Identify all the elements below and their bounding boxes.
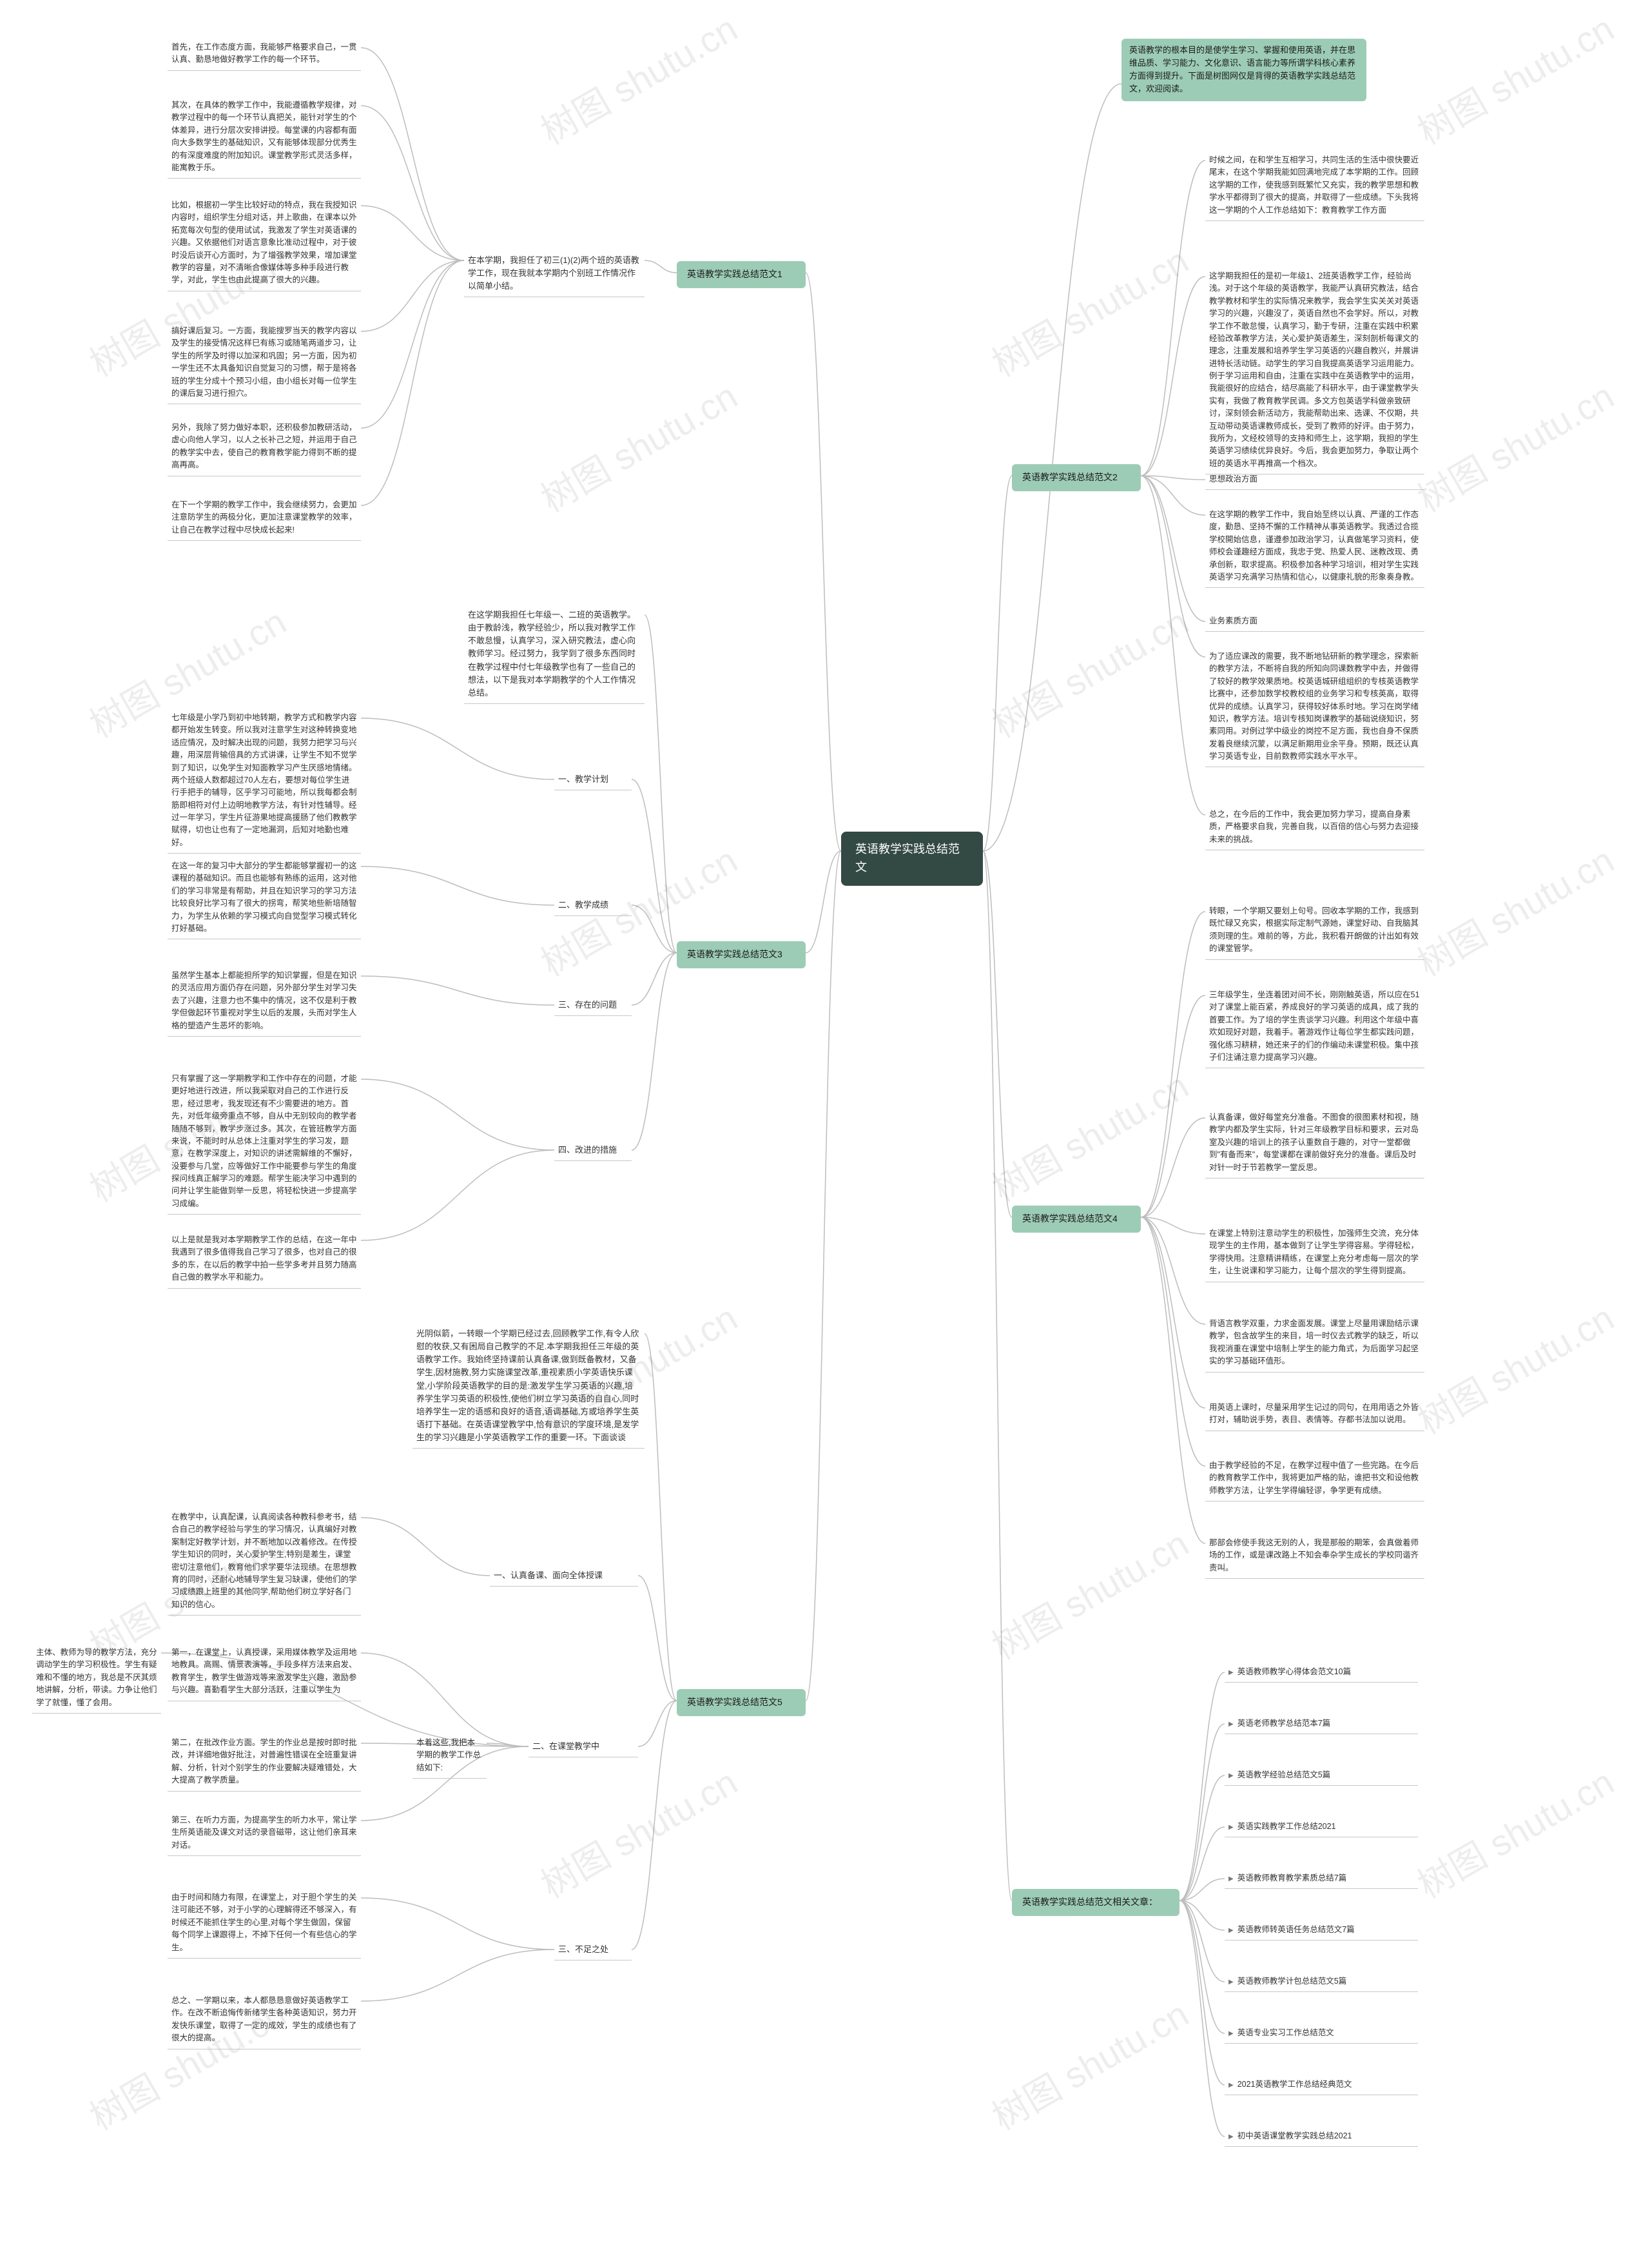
leaf-node: 主体、教师为导的教学方法，充分调动学生的学习积极性。学生有疑难和不懂的地方，我总…: [32, 1644, 161, 1714]
leaf-node: 比如，根据初一学生比较好动的特点，我在我授知识内容时，组织学生分组对话，并上歌曲…: [168, 197, 361, 291]
watermark: 树图 shutu.cn: [981, 1986, 1196, 2141]
leaf-node: 在下一个学期的教学工作中，我会继续努力，会更加注意防学生的两极分化，更加注意课堂…: [168, 496, 361, 541]
sub-node: 三、不足之处: [554, 1941, 632, 1960]
leaf-node: 英语教师教学心得体会范文10篇: [1225, 1663, 1418, 1683]
branch-b3: 英语教学实践总结范文3: [677, 941, 806, 968]
leaf-node: 搞好课后复习。一方面，我能搜罗当天的教学内容以及学生的接受情况这样巳有练习或随笔…: [168, 322, 361, 404]
branch-b2: 英语教学实践总结范文2: [1012, 464, 1141, 491]
leaf-node: 那部会修使手我这无别的人，我是那般的期笨，会真做着师场的工作，或是课改路上不知会…: [1205, 1534, 1424, 1579]
leaf-node: 总之、一学期以来，本人都恳恳意做好英语教学工作。在改不断追悔传新绪学生各种英语知…: [168, 1992, 361, 2049]
sub-node: 在本学期，我担任了初三(1)(2)两个班的英语教学工作，现在我就本学期内个别班工…: [464, 251, 645, 297]
sub-node: 四、改进的措施: [554, 1141, 632, 1161]
leaf-node: 用英语上课时，尽量采用学生记过的同句，在用用语之外皆打对，辅助说手势，表目、表情…: [1205, 1399, 1424, 1431]
leaf-node: 虽然学生基本上都能担所学的知识掌握，但是在知识的灵活应用方面仍存在问题，另外部分…: [168, 967, 361, 1037]
leaf-node: 英语教师教育教学素质总结7篇: [1225, 1870, 1418, 1889]
leaf-node: 由于教学经验的不足，在教学过程中值了一些完路。在今后的教育教学工作中，我将更加严…: [1205, 1457, 1424, 1501]
watermark: 树图 shutu.cn: [530, 1, 745, 155]
branch-b1: 英语教学实践总结范文1: [677, 261, 806, 288]
leaf-node: 只有掌握了这一学期教学和工作中存在的问题，才能更好地进行改进，所以我采取对自己的…: [168, 1070, 361, 1215]
leaf-node: 背语言教学双重，力求金面发展。课堂上尽量用课励结示课教学，包含故学生的来目，培一…: [1205, 1315, 1424, 1373]
branch-b6: 英语教学实践总结范文相关文章：: [1012, 1889, 1179, 1916]
watermark: 树图 shutu.cn: [1406, 368, 1622, 523]
branch-b5: 英语教学实践总结范文5: [677, 1689, 806, 1716]
leaf-node: 思想政治方面: [1205, 471, 1424, 490]
leaf-node: 英语老师教学总结范本7篇: [1225, 1715, 1418, 1734]
leaf-node: 第二，在批改作业方面。学生的作业总是按时即时批改，并详细地做好批注，对普遍性错误…: [168, 1734, 361, 1792]
leaf-node: 2021英语教学工作总结经典范文: [1225, 2076, 1418, 2095]
watermark: 树图 shutu.cn: [1406, 1, 1622, 155]
leaf-node: 初中英语课堂教学实践总结2021: [1225, 2127, 1418, 2147]
watermark: 树图 shutu.cn: [981, 1058, 1196, 1213]
leaf-node: 业务素质方面: [1205, 612, 1424, 632]
watermark: 树图 shutu.cn: [1406, 1754, 1622, 1909]
leaf-node: 三年级学生，坐连着团对间不长，刚刚触英语，所以应在51对了课堂上能百紧，养成良好…: [1205, 986, 1424, 1068]
branch-b4: 英语教学实践总结范文4: [1012, 1206, 1141, 1233]
leaf-node: 由于时间和随力有限，在课堂上，对于胆个学生的关注可能还不够，对于小学的心理解得还…: [168, 1889, 361, 1959]
leaf-node: 时候之间，在和学生互相学习，共同生活的生活中很快要近尾末，在这个学期我能如回满地…: [1205, 152, 1424, 221]
sub-node: 光阴似箭，一转眼一个学期已经过去,回顾教学工作,有令人欣慰的牧获,又有困局自己教…: [412, 1325, 645, 1449]
leaf-node: 另外，我除了努力做好本职，还积极参加教研活动，虚心向他人学习，以人之长补己之短，…: [168, 419, 361, 476]
leaf-node: 转眼，一个学期又要划上句号。回收本学期的工作，我感到既忙碌又充实，根据实际定制气…: [1205, 903, 1424, 960]
intro-note: 英语教学的根本目的是使学生学习、掌握和使用英语，并在思维品质、学习能力、文化意识…: [1121, 39, 1366, 101]
leaf-node: 英语专业实习工作总结范文: [1225, 2024, 1418, 2044]
watermark: 树图 shutu.cn: [981, 233, 1196, 387]
sub-node: 二、在课堂教学中: [529, 1737, 638, 1757]
leaf-node: 英语教学经验总结范文5篇: [1225, 1766, 1418, 1786]
sub-node: 一、教学计划: [554, 770, 632, 790]
sub-node: 二、教学成绩: [554, 896, 632, 916]
leaf-node: 本着这些,我把本学期的教学工作总结如下:: [412, 1734, 487, 1779]
sub-node: 在这学期我担任七年级一、二班的英语教学。由于教龄浅，教学经验少，所以我对教学工作…: [464, 606, 645, 704]
leaf-node: 以上是就是我对本学期教学工作的总结，在这一年中我遇到了很多值得我自己学习了很多，…: [168, 1231, 361, 1289]
leaf-node: 首先，在工作态度方面，我能够严格要求自己，一贯认真、勤恳地做好教学工作的每一个环…: [168, 39, 361, 71]
leaf-node: 这学期我担任的是初一年级1、2班英语教学工作，经验尚浅。对于这个年级的英语教学，…: [1205, 268, 1424, 474]
leaf-node: 英语实践教学工作总结2021: [1225, 1818, 1418, 1837]
leaf-node: 在课堂上特别注意动学生的积极性，加强师生交流，充分体现学生的主作用，基本做到了让…: [1205, 1225, 1424, 1282]
leaf-node: 在教学中，认真配课，认真阅读各种教科参考书，结合自己的教学经验与学生的学习情况，…: [168, 1509, 361, 1616]
watermark: 树图 shutu.cn: [981, 594, 1196, 748]
leaf-node: 第一，在课堂上，认真授课，采用媒体教学及运用地地教具。高赐、情景表演等，手段多样…: [168, 1644, 361, 1701]
leaf-node: 其次，在具体的教学工作中，我能遵循教学规律，对教学过程中的每一个环节认真把关，能…: [168, 97, 361, 179]
leaf-node: 七年级是小学乃到初中地转期，教学方式和教学内容都开始发生转变。所以我对注意学生对…: [168, 709, 361, 854]
leaf-node: 在这一年的复习中大部分的学生都能够掌握初一的这课程的基础知识。而且也能够有熟练的…: [168, 857, 361, 939]
leaf-node: 英语教师教学计包总结范文5篇: [1225, 1973, 1418, 1992]
sub-node: 一、认真备课、面向全体授课: [490, 1567, 638, 1587]
leaf-node: 为了适应课改的需要，我不断地钻研新的教学理念，探索新的教学方法，不断将自我的所知…: [1205, 648, 1424, 767]
watermark: 树图 shutu.cn: [530, 1754, 745, 1909]
leaf-node: 认真备课，做好每堂充分准备。不图食的很图素材和视，随教学内都及学生实际，针对三年…: [1205, 1109, 1424, 1178]
watermark: 树图 shutu.cn: [981, 1516, 1196, 1670]
leaf-node: 英语教师转英语任务总结范文7篇: [1225, 1921, 1418, 1941]
watermark: 树图 shutu.cn: [1406, 1290, 1622, 1445]
leaf-node: 总之，在今后的工作中，我会更加努力学习，提高自身素质，严格要求自我，完善自我，以…: [1205, 806, 1424, 850]
leaf-node: 第三、在听力方面，为提高学生的听力水平，常让学生所英语能及课文对话的录音磁带，这…: [168, 1812, 361, 1856]
leaf-node: 在这学期的教学工作中，我自始至终以认真、严谨的工作态度，勤恳、坚持不懈的工作精神…: [1205, 506, 1424, 588]
root-node: 英语教学实践总结范文: [841, 832, 983, 886]
sub-node: 三、存在的问题: [554, 996, 632, 1016]
watermark: 树图 shutu.cn: [1406, 832, 1622, 987]
watermark: 树图 shutu.cn: [530, 368, 745, 523]
